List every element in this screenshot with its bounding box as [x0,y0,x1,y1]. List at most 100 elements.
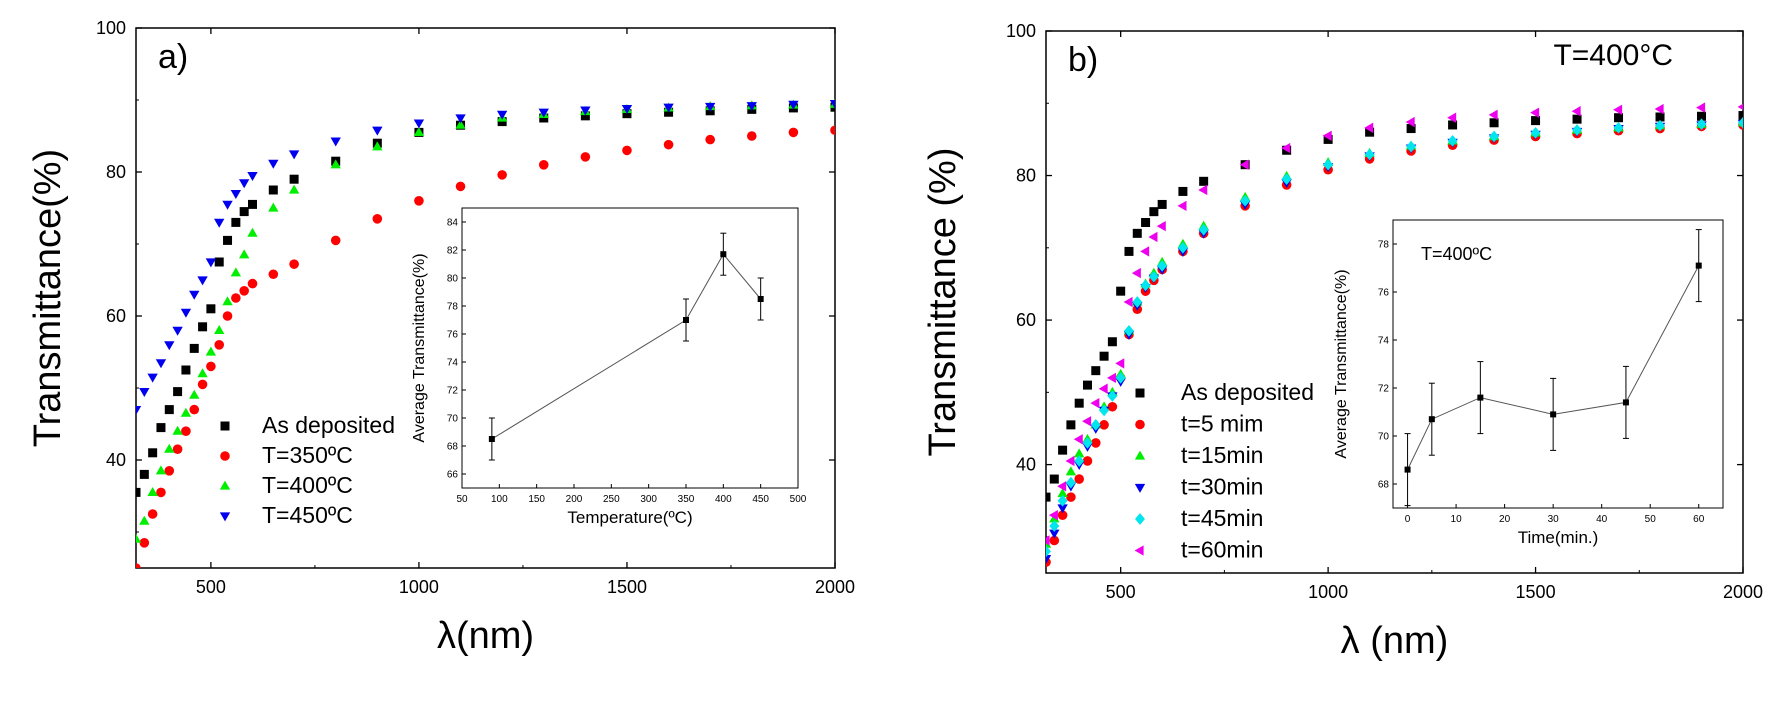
x-tick-label: 1500 [1516,582,1556,602]
data-point [1115,358,1125,369]
data-point [1065,455,1075,467]
data-point [1177,241,1188,254]
inset-x-tick-label: 450 [752,494,769,505]
data-point [1655,119,1665,132]
y-tick-label: 100 [96,18,126,38]
data-point [288,184,300,194]
data-point [198,322,208,332]
data-point [136,533,142,543]
y-tick-label: 60 [1016,310,1036,330]
y-tick-label: 100 [1006,21,1036,41]
data-point [1107,390,1118,402]
legend-label: T=400ºC [262,472,353,498]
data-point [148,448,158,458]
data-point [1323,134,1333,144]
inset-frame [1392,219,1724,509]
data-point [1132,228,1142,238]
data-point [1530,127,1541,139]
data-point [197,276,208,286]
data-point [1696,118,1707,131]
plot-frame [135,27,836,569]
data-point [1099,404,1110,417]
inset-y-tick-label: 76 [447,330,459,341]
data-point [372,126,383,136]
data-point [1447,134,1458,147]
data-point [622,145,632,156]
data-point [156,487,166,498]
data-point [239,249,250,259]
data-point [663,103,674,113]
data-point [222,296,233,306]
data-point [1074,474,1084,484]
data-point [1148,270,1159,283]
data-point [214,340,225,350]
data-point [1198,223,1209,236]
data-point [223,235,233,245]
data-point [247,227,258,237]
inset-x-tick-label: 50 [1645,514,1657,525]
data-point [1090,419,1101,431]
legend-marker [1135,388,1145,398]
inset-data-point [488,436,495,442]
data-point [1406,140,1417,153]
data-point [1116,286,1126,296]
data-point [239,179,250,189]
data-point [1090,438,1101,448]
data-point [268,159,279,169]
inset-x-tick-label: 50 [456,494,468,505]
data-point [1148,231,1158,243]
data-point [206,304,216,314]
data-point [1488,109,1498,121]
data-point [1123,296,1133,308]
data-point [1066,492,1076,502]
legend-label: As deposited [262,412,395,438]
data-point [1571,106,1581,117]
data-point [189,404,200,415]
data-point [414,196,424,206]
inset-y-tick-label: 78 [1378,240,1390,251]
data-point [1281,173,1292,185]
data-point [1074,398,1084,408]
x-axis-title: λ (nm) [1341,620,1449,662]
data-point [268,269,279,280]
data-point [1065,466,1077,476]
data-point [288,150,300,160]
inset-data-point [757,296,764,302]
data-point [239,207,249,217]
legend-label: T=450ºC [262,502,353,528]
data-point [746,102,757,112]
data-point [1106,372,1116,384]
inset-y-tick-label: 68 [1378,480,1390,491]
data-point [1364,122,1374,134]
data-point [155,359,167,369]
data-point [155,465,167,475]
data-point [1157,260,1168,272]
data-point [1048,510,1058,521]
data-point [1178,186,1188,196]
data-point [247,278,258,289]
inset-y-axis-title: Average Transmittance(%) [411,253,428,442]
inset-plot: 0 10 20 30 40 50 60 68 70 72 74 76 78 Time(min.) Avera… [1333,219,1724,547]
data-point [1613,121,1624,134]
data-point [496,110,508,120]
series-1 [136,125,835,568]
legend-label: T=350ºC [262,442,353,468]
inset-y-tick-label: 66 [447,470,459,481]
data-point [413,127,425,136]
inset-frame [461,207,799,489]
x-tick-label: 1000 [1308,582,1348,602]
data-point [172,444,183,455]
data-point [1074,455,1085,467]
data-point [239,286,249,296]
data-point [580,111,590,121]
data-point [180,308,192,318]
data-point [1073,434,1083,445]
inset-y-tick-label: 78 [447,302,459,313]
data-point [1323,158,1334,171]
data-point [214,325,225,334]
data-point [268,202,279,212]
data-point [829,100,835,109]
data-point [1132,296,1143,308]
data-point [455,181,466,192]
data-point [205,346,217,356]
